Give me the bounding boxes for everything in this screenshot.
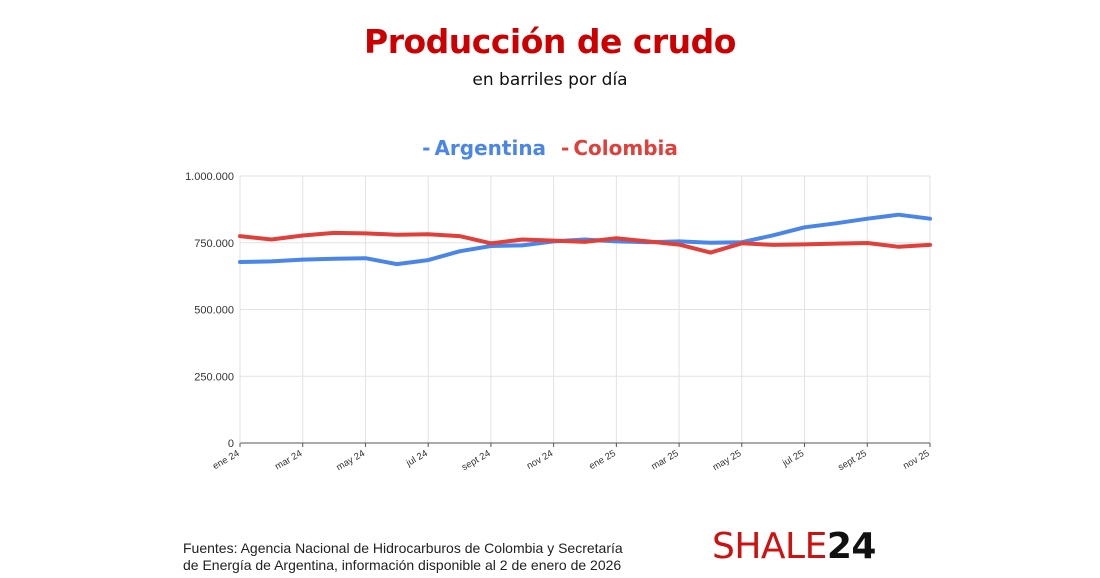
legend-label-argentina: Argentina xyxy=(434,136,547,160)
x-tick-label: ene 25 xyxy=(587,448,618,472)
x-tick-label: mar 25 xyxy=(649,448,680,472)
y-tick-label: 0 xyxy=(228,438,234,450)
series-line-argentina xyxy=(238,212,932,267)
grid-layer xyxy=(239,175,931,443)
source-note: Fuentes: Agencia Nacional de Hidrocarbur… xyxy=(183,540,683,574)
x-tick-label: ene 24 xyxy=(211,448,242,472)
legend: - Argentina - Colombia xyxy=(0,136,1100,160)
brand-suffix: 24 xyxy=(826,526,877,567)
y-tick-label: 750.000 xyxy=(194,238,234,250)
series-line-colombia xyxy=(238,230,932,255)
legend-label-colombia: Colombia xyxy=(573,136,678,160)
legend-dash-argentina: - xyxy=(422,136,431,160)
chart-subtitle: en barriles por día xyxy=(472,70,628,90)
x-tick-label: may 24 xyxy=(334,448,366,473)
x-tick-label: nov 25 xyxy=(901,448,931,472)
chart-title: Producción de crudo xyxy=(364,22,736,61)
y-tick-label: 250.000 xyxy=(194,371,234,383)
x-tick-label: mar 24 xyxy=(273,448,304,472)
brand-logo: SHALE24 xyxy=(712,526,876,567)
source-line-1: Fuentes: Agencia Nacional de Hidrocarbur… xyxy=(183,540,623,556)
y-tick-label: 1.000.000 xyxy=(185,171,234,183)
source-line-2: de Energía de Argentina, información dis… xyxy=(183,557,622,573)
axis-layer: ene 24 mar 24 may 24 jul 24 sept 24 nov 24 ene… xyxy=(185,171,931,473)
x-tick-label: may 25 xyxy=(711,448,743,473)
y-tick-label: 500.000 xyxy=(194,305,234,317)
legend-dash-colombia: - xyxy=(561,136,570,160)
x-tick-label: sept 24 xyxy=(460,448,492,473)
brand-prefix: SHALE xyxy=(712,526,827,567)
x-tick-label: jul 25 xyxy=(780,448,806,469)
legend-item-argentina: - Argentina xyxy=(422,136,546,160)
x-tick-label: sept 25 xyxy=(836,448,868,473)
series-layer xyxy=(238,212,932,267)
legend-item-colombia: - Colombia xyxy=(561,136,678,160)
x-tick-label: nov 24 xyxy=(525,448,555,472)
x-tick-label: jul 24 xyxy=(404,448,430,469)
